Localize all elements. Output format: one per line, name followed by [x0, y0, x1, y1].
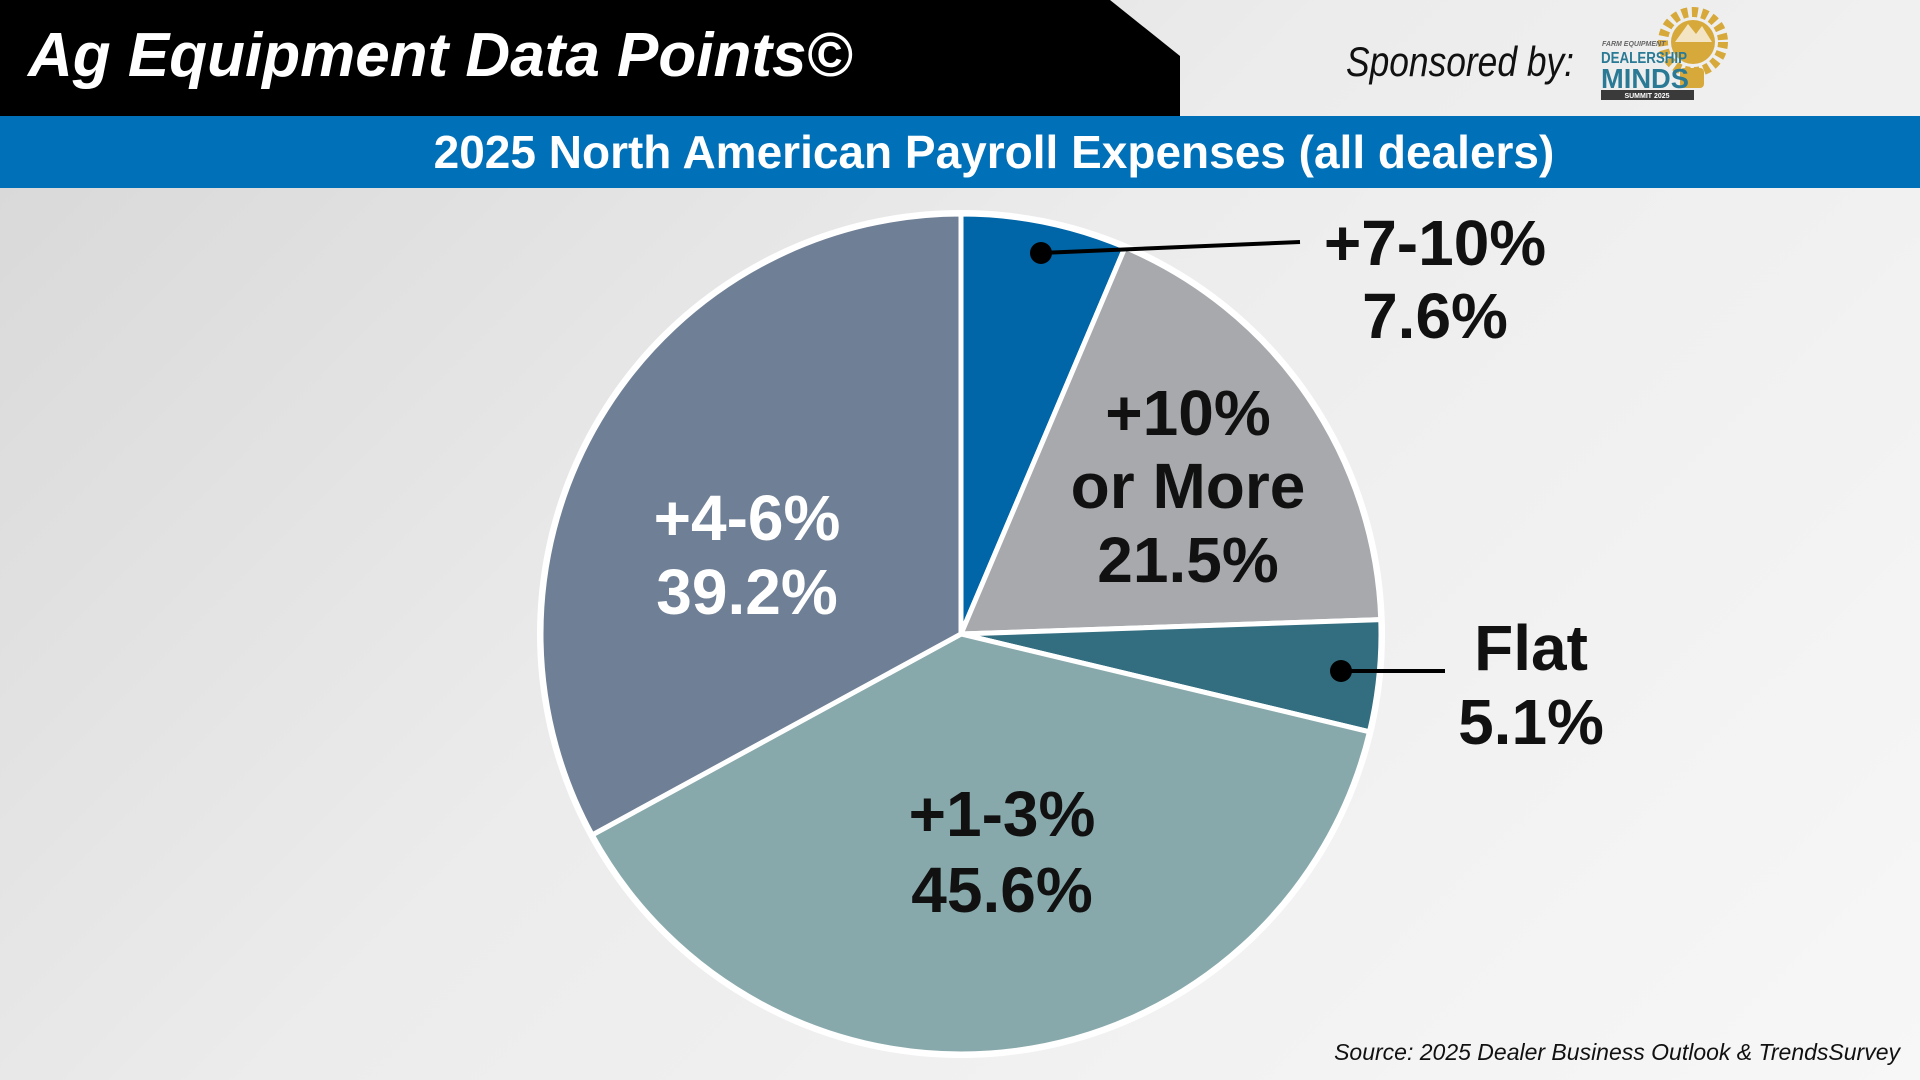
pie-slice-10-or-more	[958, 244, 1384, 637]
sponsor-logo: FARM EQUIPMENT DEALERSHIP MINDS SUMMIT 2…	[1601, 7, 1728, 100]
sponsored-by: Sponsored by:	[1346, 38, 1574, 85]
svg-text:FARM EQUIPMENT: FARM EQUIPMENT	[1602, 41, 1666, 48]
slice-label-10-more-line2: or More	[1071, 450, 1306, 522]
svg-text:DEALERSHIP: DEALERSHIP	[1601, 50, 1687, 67]
slice-label-7-10: +7-10%	[1324, 207, 1546, 279]
pie-slice-4-6	[538, 211, 964, 838]
slice-value-4-6: 39.2%	[656, 556, 837, 628]
pie-chart	[537, 210, 1385, 1058]
pie-slice-7-10	[958, 211, 1128, 637]
leader-7-10	[1030, 240, 1301, 264]
pie-slice-1-3	[589, 631, 1372, 1057]
source-note: Source: 2025 Dealer Business Outlook & T…	[1334, 1039, 1901, 1065]
header-band	[0, 0, 1180, 116]
slice-value-7-10: 7.6%	[1362, 280, 1508, 352]
leader-flat	[1330, 660, 1445, 682]
header-title: Ag Equipment Data Points©	[26, 21, 852, 90]
slice-label-4-6: +4-6%	[654, 482, 841, 554]
svg-text:SUMMIT 2025: SUMMIT 2025	[1624, 93, 1669, 100]
slice-value-10-more: 21.5%	[1097, 524, 1278, 596]
slice-label-10-more-line1: +10%	[1105, 377, 1270, 449]
chart-title: 2025 North American Payroll Expenses (al…	[434, 126, 1555, 178]
slice-value-1-3: 45.6%	[911, 854, 1092, 926]
slice-label-1-3: +1-3%	[909, 778, 1096, 850]
slice-value-flat: 5.1%	[1458, 686, 1604, 758]
title-banner	[0, 116, 1920, 188]
svg-text:MINDS: MINDS	[1601, 63, 1689, 94]
slice-label-flat: Flat	[1474, 612, 1588, 684]
